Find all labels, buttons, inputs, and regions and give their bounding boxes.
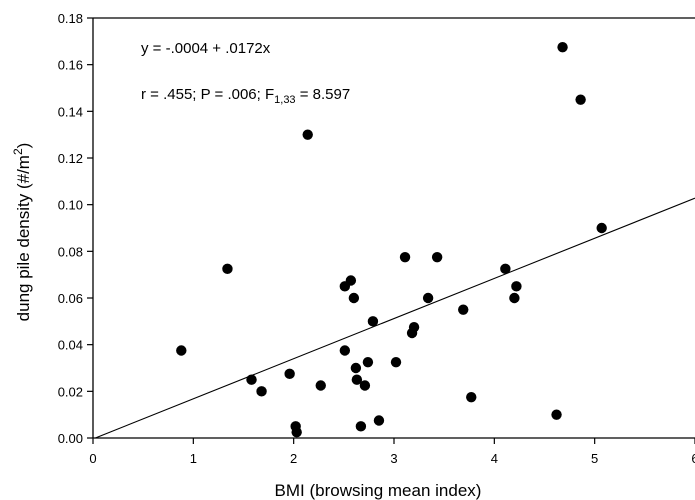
data-point <box>408 321 420 333</box>
y-axis-title: dung pile density (#/m2) <box>11 143 33 322</box>
y-tick-label: 0.18 <box>58 11 83 26</box>
x-tick-label: 2 <box>290 451 297 466</box>
regression-line-group <box>95 197 695 439</box>
y-axis-title-close: ) <box>14 143 33 149</box>
data-point <box>256 386 267 397</box>
data-point <box>355 421 367 432</box>
x-tick-label: 5 <box>591 451 598 466</box>
data-point <box>422 292 434 304</box>
stats-prefix: r = .455; P = .006; F <box>141 86 274 103</box>
data-point <box>511 281 522 292</box>
data-point <box>284 368 295 380</box>
data-point <box>302 129 313 140</box>
data-point <box>458 304 469 315</box>
y-tick-label: 0.12 <box>58 151 83 166</box>
data-point <box>315 380 326 391</box>
data-point <box>596 222 607 234</box>
y-axis-ticks: 0.00 0.02 0.04 0.06 0.08 0.10 0.12 0.14 0.16 0.18 <box>58 11 93 446</box>
data-point <box>362 356 374 368</box>
x-tick-label: 4 <box>491 451 498 466</box>
x-axis-title: BMI (browsing mean index) <box>275 481 482 500</box>
x-axis-ticks: 0 1 2 3 4 5 6 <box>89 438 695 466</box>
regression-stats: r = .455; P = .006; F1,33 = 8.597 <box>141 86 350 106</box>
x-tick-label: 6 <box>691 451 695 466</box>
data-point <box>367 316 379 327</box>
regression-equation: y = -.0004 + .0172x <box>141 40 271 57</box>
data-point <box>575 94 586 105</box>
regression-line <box>95 197 695 439</box>
x-tick-label: 3 <box>390 451 397 466</box>
y-tick-label: 0.16 <box>58 58 83 73</box>
y-tick-label: 0.06 <box>58 291 83 306</box>
data-points <box>176 41 607 438</box>
data-point <box>176 345 187 356</box>
y-tick-label: 0.02 <box>58 384 83 399</box>
data-point <box>466 391 477 403</box>
data-point <box>246 374 257 385</box>
data-point <box>390 356 402 368</box>
data-point <box>373 415 385 426</box>
data-point <box>509 292 520 304</box>
stats-suffix: = 8.597 <box>296 86 351 103</box>
y-axis-title-superscript: 2 <box>11 148 25 155</box>
data-point <box>339 345 351 356</box>
data-point <box>350 362 362 374</box>
y-axis-title-main: dung pile density (#/m <box>14 155 33 321</box>
data-point <box>222 263 233 275</box>
data-point <box>348 292 360 304</box>
data-point <box>399 251 411 263</box>
y-tick-label: 0.14 <box>58 104 83 119</box>
data-point <box>431 251 443 263</box>
data-point <box>291 426 302 438</box>
stats-subscript: 1,33 <box>274 94 295 106</box>
y-tick-label: 0.04 <box>58 338 83 353</box>
x-tick-label: 1 <box>190 451 197 466</box>
data-point <box>359 380 371 391</box>
y-tick-label: 0.00 <box>58 431 83 446</box>
data-point <box>345 275 357 286</box>
data-point <box>500 263 511 275</box>
data-point <box>557 41 568 53</box>
data-point <box>351 374 363 385</box>
y-tick-label: 0.10 <box>58 198 83 213</box>
x-tick-label: 0 <box>89 451 96 466</box>
data-point <box>551 409 562 420</box>
y-tick-label: 0.08 <box>58 244 83 259</box>
